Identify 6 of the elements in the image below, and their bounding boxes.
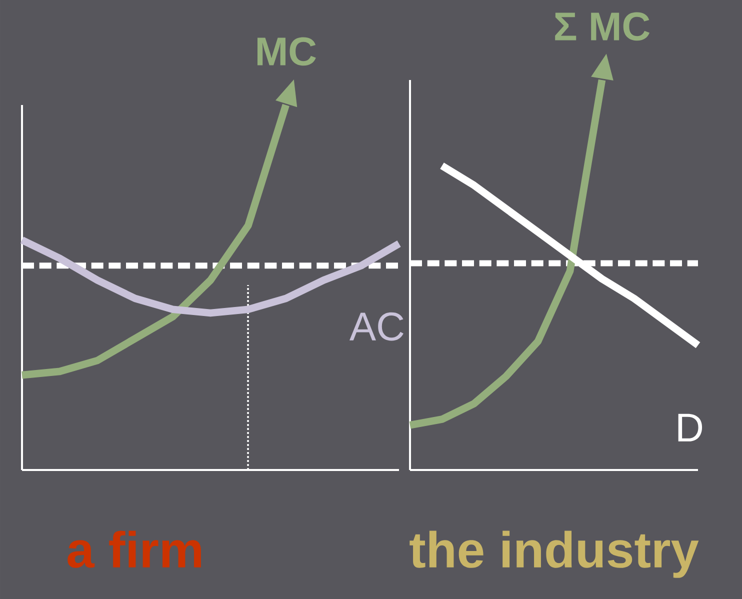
series-label: D — [678, 414, 702, 442]
text: a firm — [68, 530, 201, 568]
series-label: AC — [349, 312, 404, 341]
series-label: Σ MC — [555, 12, 650, 41]
text: the industry — [410, 530, 699, 578]
series-label: MC — [257, 37, 316, 66]
